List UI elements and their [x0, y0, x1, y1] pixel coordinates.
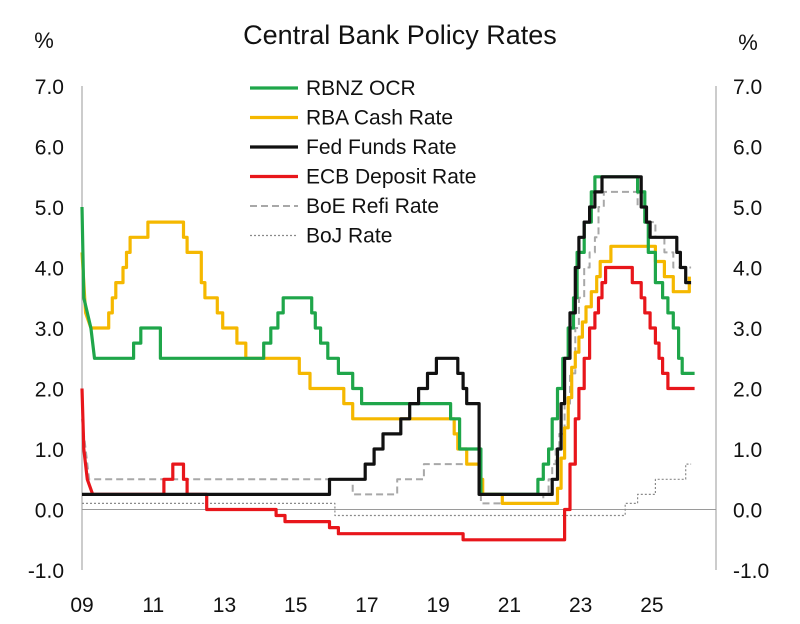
x-tick-label: 21 [498, 594, 521, 617]
y-tick-label-right: 4.0 [733, 258, 762, 281]
series-line-rbnz-ocr [80, 175, 695, 496]
legend-label: RBNZ OCR [306, 77, 416, 100]
y-tick-label-right: 0.0 [733, 500, 762, 523]
legend-label: BoJ Rate [306, 225, 392, 248]
right-axis-unit: % [738, 30, 758, 55]
x-tick-label: 25 [640, 594, 663, 617]
y-tick-label-left: 4.0 [35, 258, 64, 281]
x-tick-label: 15 [284, 594, 307, 617]
left-axis-unit: % [34, 28, 54, 53]
y-tick-label-right: -1.0 [733, 560, 769, 583]
legend-label: Fed Funds Rate [306, 136, 457, 159]
y-tick-label-right: 3.0 [733, 318, 762, 341]
y-tick-label-right: 7.0 [733, 76, 762, 99]
chart-title: Central Bank Policy Rates [243, 20, 557, 50]
x-tick-labels: 09 11 13 15 17 19 21 23 25 [70, 594, 663, 617]
x-tick-label: 19 [427, 594, 450, 617]
series-layer [80, 175, 695, 542]
x-tick-label: 13 [213, 594, 236, 617]
series-line-ecb-deposit-rate [80, 265, 695, 542]
y-tick-label-left: 2.0 [35, 379, 64, 402]
series-line-fed-funds-rate [82, 175, 692, 496]
y-tick-label-right: 6.0 [733, 137, 762, 160]
x-tick-label: 23 [569, 594, 592, 617]
y-tick-label-left: 3.0 [35, 318, 64, 341]
y-tick-label-right: 5.0 [733, 197, 762, 220]
y-tick-label-left: -1.0 [28, 560, 64, 583]
legend-label: BoE Refi Rate [306, 195, 439, 218]
y-tick-label-right: 1.0 [733, 439, 762, 462]
legend-label: RBA Cash Rate [306, 107, 453, 130]
y-tick-label-left: 6.0 [35, 137, 64, 160]
y-tick-label-left: 0.0 [35, 500, 64, 523]
x-tick-label: 17 [355, 594, 378, 617]
y-tick-label-right: 2.0 [733, 379, 762, 402]
x-tick-label: 11 [142, 594, 164, 617]
series-line-rba-cash-rate [80, 220, 691, 505]
legend-label: ECB Deposit Rate [306, 166, 476, 189]
x-tick-label: 09 [70, 594, 93, 617]
y-tick-label-left: 7.0 [35, 76, 64, 99]
series-line-boj-rate [82, 463, 692, 517]
legend: RBNZ OCR RBA Cash Rate Fed Funds Rate ECB D… [250, 77, 476, 248]
y-tick-labels: -1.0 -1.0 0.0 0.0 1.0 1.0 2.0 2.0 3.0 3.0 4.0 4.0 5.… [28, 76, 769, 583]
y-tick-label-left: 1.0 [35, 439, 64, 462]
y-tick-label-left: 5.0 [35, 197, 64, 220]
